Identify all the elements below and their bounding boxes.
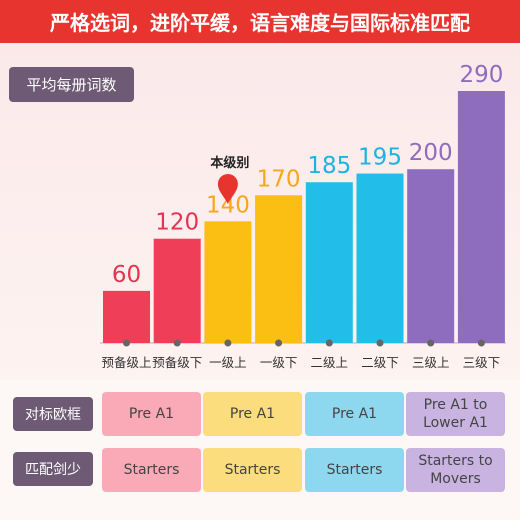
bar-8 (457, 91, 505, 343)
page-title: 严格选词，进阶平缓，语言难度与国际标准匹配 (0, 0, 520, 43)
yle-cell-1: Starters (102, 448, 201, 492)
tick-dot-1 (123, 339, 130, 347)
row-label-yle: 匹配剑少 (13, 452, 93, 486)
tick-dot-6 (376, 339, 384, 347)
bar-5 (305, 182, 353, 343)
bar-6 (356, 173, 404, 343)
value-label-6: 195 (358, 145, 402, 171)
avg-words-badge: 平均每册词数 (9, 67, 134, 102)
cefr-cell-3: Pre A1 (305, 392, 404, 436)
tick-dot-4 (275, 339, 283, 347)
tick-dot-8 (477, 339, 485, 347)
bar-2 (153, 238, 201, 343)
category-label-1: 预备级上 (101, 355, 151, 370)
bar-3 (204, 221, 252, 343)
row-label-cefr: 对标欧框 (13, 397, 93, 431)
tick-dot-2 (173, 339, 181, 347)
bar-4 (255, 195, 303, 343)
category-label-4: 一级下 (260, 355, 298, 370)
value-label-4: 170 (257, 166, 301, 192)
location-pin-icon (217, 174, 238, 204)
level-marker-label: 本级别 (210, 155, 249, 171)
value-label-2: 120 (155, 210, 199, 236)
category-label-5: 二级上 (311, 355, 349, 370)
bar-7 (407, 169, 455, 343)
category-label-3: 一级上 (209, 355, 247, 370)
category-label-7: 三级上 (412, 355, 450, 370)
yle-cell-4: Starters to Movers (406, 448, 505, 492)
tick-dot-7 (427, 339, 435, 347)
word-count-bar-chart: 60预备级上120预备级下140一级上170一级下185二级上195二级下200… (100, 62, 506, 370)
cefr-cell-1: Pre A1 (102, 392, 201, 436)
value-label-8: 290 (459, 62, 503, 88)
yle-cell-3: Starters (305, 448, 404, 492)
bar-1 (103, 290, 150, 343)
category-label-6: 二级下 (361, 355, 399, 370)
category-label-8: 三级下 (463, 355, 501, 370)
value-label-1: 60 (112, 262, 141, 288)
cefr-cell-2: Pre A1 (203, 392, 302, 436)
category-label-2: 预备级下 (152, 355, 202, 370)
yle-cell-2: Starters (203, 448, 302, 492)
value-label-7: 200 (409, 140, 453, 166)
tick-dot-5 (325, 339, 333, 347)
tick-dot-3 (224, 339, 232, 347)
cefr-cell-4: Pre A1 to Lower A1 (406, 392, 505, 436)
value-label-5: 185 (307, 153, 351, 179)
comparison-table: 对标欧框 匹配剑少 Pre A1 Pre A1 Pre A1 Pre A1 to… (0, 380, 520, 520)
